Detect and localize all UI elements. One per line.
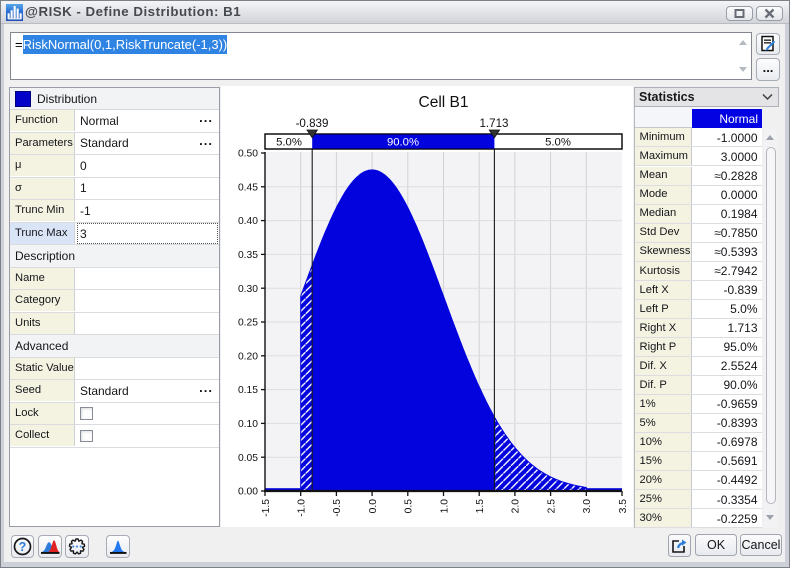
svg-text:-1.0: -1.0 bbox=[297, 499, 308, 517]
svg-text:3.0: 3.0 bbox=[582, 499, 593, 514]
svg-text:5.0%: 5.0% bbox=[545, 137, 571, 149]
svg-text:1.713: 1.713 bbox=[479, 117, 508, 130]
svg-text:90.0%: 90.0% bbox=[387, 137, 419, 149]
svg-text:0.25: 0.25 bbox=[238, 318, 258, 329]
svg-text:0.35: 0.35 bbox=[238, 250, 258, 261]
svg-text:0.45: 0.45 bbox=[238, 182, 258, 193]
svg-text:-0.839: -0.839 bbox=[296, 117, 329, 130]
svg-text:0.30: 0.30 bbox=[238, 284, 258, 295]
svg-text:0.5: 0.5 bbox=[404, 499, 415, 514]
svg-text:-1.5: -1.5 bbox=[261, 499, 272, 517]
svg-text:0.40: 0.40 bbox=[238, 216, 258, 227]
svg-text:0.15: 0.15 bbox=[238, 385, 258, 396]
svg-text:?: ? bbox=[19, 540, 27, 554]
svg-text:3.5: 3.5 bbox=[618, 499, 629, 514]
svg-text:0.00: 0.00 bbox=[238, 487, 258, 498]
svg-text:1.0: 1.0 bbox=[439, 499, 450, 514]
svg-text:2.0: 2.0 bbox=[511, 499, 522, 514]
svg-text:2.5: 2.5 bbox=[546, 499, 557, 514]
svg-text:-0.5: -0.5 bbox=[332, 499, 343, 517]
svg-text:0.20: 0.20 bbox=[238, 351, 258, 362]
svg-text:0.0: 0.0 bbox=[368, 499, 379, 514]
svg-text:0.05: 0.05 bbox=[238, 453, 258, 464]
svg-text:0.10: 0.10 bbox=[238, 419, 258, 430]
svg-text:1.5: 1.5 bbox=[475, 499, 486, 514]
svg-text:0.50: 0.50 bbox=[238, 149, 258, 160]
svg-text:5.0%: 5.0% bbox=[276, 137, 302, 149]
